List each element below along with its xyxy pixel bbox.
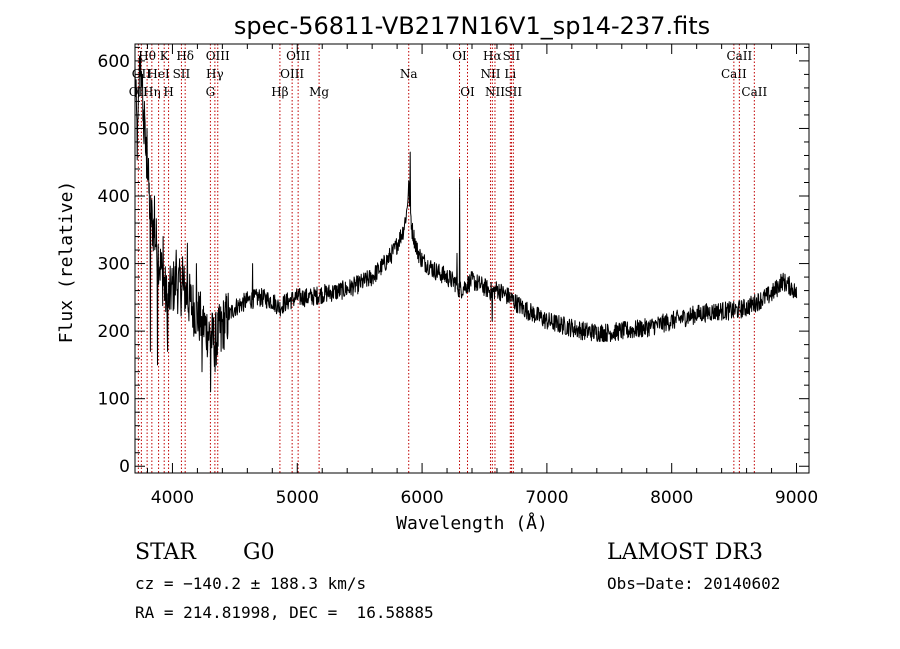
line-label-8: Hδ: [176, 49, 194, 63]
y-tick-label: 0: [119, 457, 130, 477]
plot-frame: [134, 43, 810, 474]
line-label-10: Hγ: [206, 67, 224, 81]
line-label-24: SII: [504, 85, 522, 99]
line-label-12: Hβ: [271, 85, 288, 99]
line-label-9: G: [206, 85, 216, 99]
x-tick-label: 4000: [151, 488, 194, 508]
y-tick-label: 500: [98, 119, 130, 139]
line-label-18: OI: [460, 85, 475, 99]
line-label-14: OIII: [286, 49, 310, 63]
y-tick-label: 100: [98, 390, 130, 410]
observation-date: Obs−Date: 20140602: [607, 574, 781, 593]
chart-title: spec-56811-VB217N16V1_sp14-237.fits: [234, 12, 710, 40]
spectrum-series-line: [134, 53, 798, 393]
line-label-22: Li: [504, 67, 516, 81]
x-tick-label: 5000: [276, 488, 319, 508]
line-label-7: SII: [173, 67, 191, 81]
ra-dec-coordinates: RA = 214.81998, DEC = 16.58885: [135, 603, 434, 622]
emission-line-markers: OIIOIIHθHηHeIKHSIIHδGHγOIIIHβOIIIOIIIMgN…: [129, 44, 767, 473]
line-label-16: Na: [400, 67, 418, 81]
object-class: STAR: [135, 540, 196, 565]
line-label-4: HeI: [147, 67, 170, 81]
line-label-3: Hη: [143, 85, 161, 99]
line-label-6: H: [163, 85, 173, 99]
axis-ticks: 4000 5000 6000 7000 8000 9000 0 100 200 300 400 500…: [98, 44, 818, 508]
line-label-15: Mg: [309, 85, 329, 99]
survey-name: LAMOST DR3: [607, 540, 763, 565]
y-tick-label: 300: [98, 255, 130, 275]
x-axis-title: Wavelength (Å): [396, 512, 548, 534]
object-subclass: G0: [243, 540, 275, 565]
line-label-13: OIII: [280, 67, 304, 81]
redshift-cz: cz = −140.2 ± 188.3 km/s: [135, 574, 367, 593]
x-tick-label: 9000: [775, 488, 818, 508]
line-label-23: SII: [503, 49, 521, 63]
y-axis-title: Flux (relative): [56, 181, 77, 344]
line-label-27: CaII: [741, 85, 767, 99]
line-label-11: OIII: [206, 49, 230, 63]
line-label-26: CaII: [726, 49, 752, 63]
line-label-5: K: [160, 49, 170, 63]
x-tick-label: 7000: [525, 488, 568, 508]
y-tick-label: 600: [98, 52, 130, 72]
line-label-19: NII: [480, 67, 500, 81]
line-label-20: Hα: [483, 49, 502, 63]
x-tick-label: 6000: [400, 488, 443, 508]
line-label-17: OI: [452, 49, 467, 63]
y-tick-label: 200: [98, 322, 130, 342]
y-tick-label: 400: [98, 187, 130, 207]
line-label-25: CaII: [721, 67, 747, 81]
x-tick-label: 8000: [650, 488, 693, 508]
line-label-21: NII: [485, 85, 505, 99]
